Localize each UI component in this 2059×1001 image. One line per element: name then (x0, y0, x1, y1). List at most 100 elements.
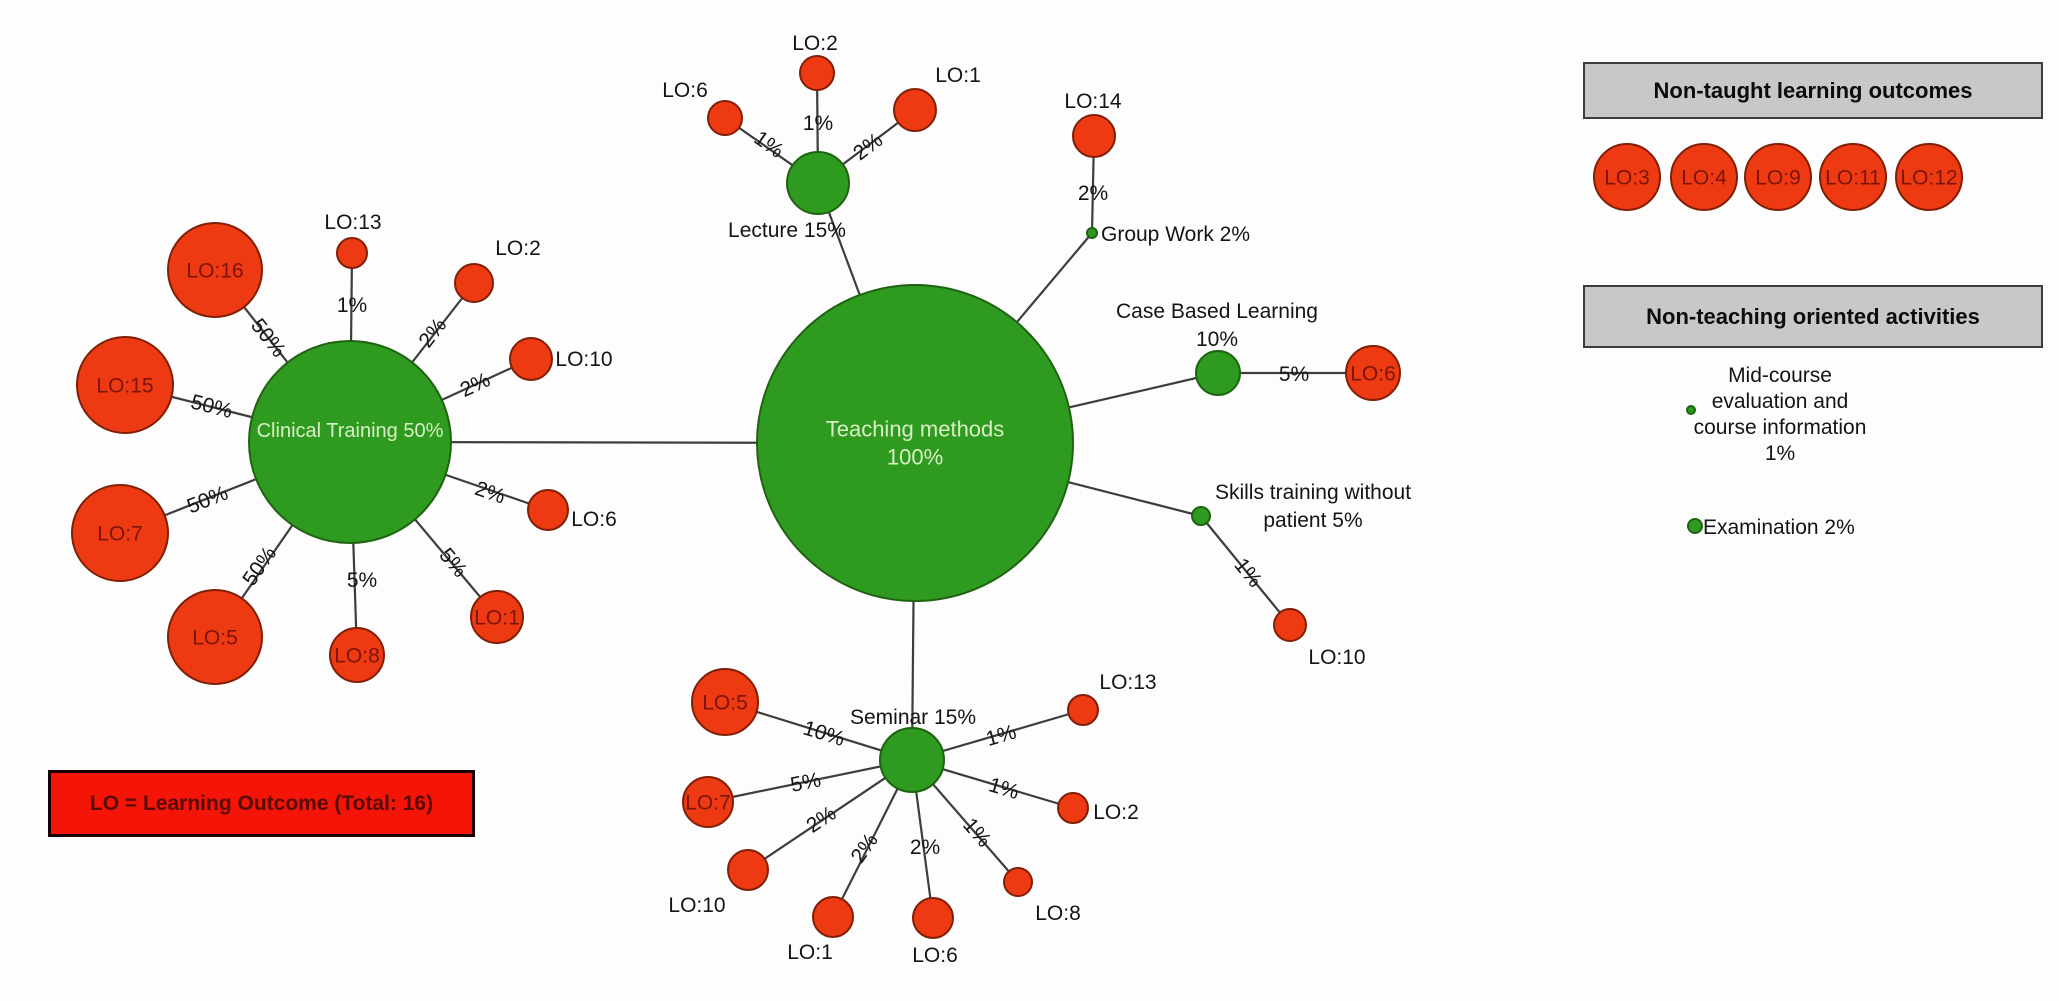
label-c-lo5: LO:5 (192, 626, 238, 649)
label-c-lo7: LO:7 (97, 522, 143, 545)
node-clinical (248, 340, 452, 544)
edge-label-clinical-c-lo8: 5% (347, 569, 377, 592)
node-l-lo6 (707, 100, 743, 136)
label-c-lo1: LO:1 (474, 606, 520, 629)
label-c-lo16: LO:16 (186, 259, 243, 282)
edge-label-seminar-se-lo5: 10% (800, 717, 847, 751)
label-exam: Examination 2% (1703, 516, 1855, 539)
label-l-lo2: LO:2 (792, 32, 838, 55)
node-leg-lo11 (1819, 143, 1887, 211)
lo-abbreviation-note-label: LO = Learning Outcome (Total: 16) (89, 791, 434, 815)
lo-abbreviation-note: LO = Learning Outcome (Total: 16) (48, 770, 475, 837)
label-c-lo8: LO:8 (334, 644, 380, 667)
label-c-lo2: LO:2 (495, 237, 541, 260)
node-cbl (1195, 350, 1241, 396)
node-g-lo14 (1072, 114, 1116, 158)
node-c-lo13 (336, 237, 368, 269)
node-c-lo7 (71, 484, 169, 582)
label-lecture: Lecture 15% (728, 219, 846, 242)
node-c-lo15 (76, 336, 174, 434)
label-l-lo1: LO:1 (935, 64, 981, 87)
label-s-lo10: LO:10 (1308, 646, 1365, 669)
node-leg-lo9 (1744, 143, 1812, 211)
label-se-lo10: LO:10 (668, 894, 725, 917)
edge-label-clinical-c-lo10: 2% (457, 368, 494, 402)
edge-label-clinical-c-lo15: 50% (188, 390, 234, 423)
node-cbl-lo6 (1345, 345, 1401, 401)
edge-label-groupwork-g-lo14: 2% (1078, 182, 1108, 205)
node-se-lo5 (691, 668, 759, 736)
node-s-lo10 (1273, 608, 1307, 642)
label-se-lo1: LO:1 (787, 941, 833, 964)
node-l-lo2 (799, 55, 835, 91)
node-c-lo5 (167, 589, 263, 685)
legend-header-non-taught-label: Non-taught learning outcomes (1653, 77, 1973, 103)
edge-label-seminar-se-lo2: 1% (986, 773, 1022, 804)
label-c-lo10: LO:10 (555, 348, 612, 371)
node-exam (1687, 518, 1703, 534)
node-c-lo10 (509, 337, 553, 381)
node-lecture (786, 151, 850, 215)
node-se-lo7 (682, 776, 734, 828)
node-se-lo10 (727, 849, 769, 891)
edge-seminar-se-lo7 (707, 758, 913, 804)
label-midcourse: Mid-course evaluation and course informati… (1694, 364, 1867, 465)
label-leg-lo12: LO:12 (1900, 166, 1957, 189)
label-skills: Skills training without patient 5% (1215, 481, 1411, 532)
label-seminar: Seminar 15% (850, 706, 976, 729)
label-leg-lo4: LO:4 (1681, 166, 1727, 189)
node-c-lo6 (527, 489, 569, 531)
label-cbl-lo6: LO:6 (1350, 362, 1396, 385)
edge-label-seminar-se-lo1: 2% (847, 829, 883, 867)
edge-label-seminar-se-lo7: 5% (789, 768, 823, 797)
node-groupwork (1086, 227, 1098, 239)
node-c-lo2 (454, 263, 494, 303)
edge-label-lecture-l-lo2: 1% (803, 112, 833, 135)
edge-label-clinical-c-lo16: 50% (246, 314, 290, 361)
edge-skills-s-lo10 (1200, 515, 1291, 626)
node-se-lo13 (1067, 694, 1099, 726)
label-teaching: Teaching methods 100% (826, 417, 1005, 470)
label-leg-lo11: LO:11 (1825, 166, 1881, 189)
edge-label-seminar-se-lo6: 2% (910, 836, 940, 859)
label-se-lo5: LO:5 (702, 691, 748, 714)
node-c-lo8 (329, 627, 385, 683)
label-leg-lo3: LO:3 (1604, 166, 1650, 189)
edge-label-seminar-se-lo13: 1% (983, 720, 1019, 751)
edge-label-clinical-c-lo13: 1% (337, 294, 367, 317)
edge-label-clinical-c-lo7: 50% (184, 482, 232, 519)
node-se-lo8 (1003, 867, 1033, 897)
label-se-lo8: LO:8 (1035, 902, 1081, 925)
label-clinical: Clinical Training 50% (257, 420, 444, 442)
node-leg-lo4 (1670, 143, 1738, 211)
node-se-lo6 (912, 897, 954, 939)
label-cbl: Case Based Learning 10% (1116, 300, 1318, 351)
node-c-lo16 (167, 222, 263, 318)
label-c-lo6: LO:6 (571, 508, 617, 531)
node-se-lo1 (812, 896, 854, 938)
label-se-lo13: LO:13 (1099, 671, 1156, 694)
node-midcourse (1686, 405, 1696, 415)
label-leg-lo9: LO:9 (1755, 166, 1801, 189)
label-se-lo7: LO:7 (685, 791, 731, 814)
label-groupwork: Group Work 2% (1101, 223, 1250, 246)
label-se-lo6: LO:6 (912, 944, 958, 967)
node-leg-lo3 (1593, 143, 1661, 211)
label-l-lo6: LO:6 (662, 79, 708, 102)
node-skills (1191, 506, 1211, 526)
legend-header-non-taught: Non-taught learning outcomes (1583, 62, 2043, 119)
label-c-lo15: LO:15 (96, 374, 153, 397)
legend-header-non-teaching-label: Non-teaching oriented activities (1646, 303, 1980, 329)
label-c-lo13: LO:13 (324, 211, 381, 234)
label-g-lo14: LO:14 (1064, 90, 1122, 113)
edge-label-skills-s-lo10: 1% (1230, 554, 1267, 592)
node-se-lo2 (1057, 792, 1089, 824)
edge-label-seminar-se-lo10: 2% (802, 802, 840, 838)
node-teaching (756, 284, 1074, 602)
edge-label-cbl-cbl-lo6: 5% (1279, 363, 1309, 386)
label-se-lo2: LO:2 (1093, 801, 1139, 824)
node-leg-lo12 (1895, 143, 1963, 211)
legend-header-non-teaching: Non-teaching oriented activities (1583, 285, 2043, 348)
